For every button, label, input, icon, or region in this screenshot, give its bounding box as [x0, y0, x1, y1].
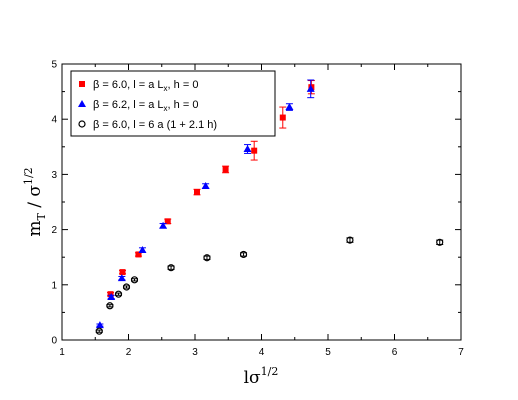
data-point [95, 321, 104, 329]
series-1 [95, 79, 315, 329]
x-axis-title-sup: 1/2 [261, 365, 279, 378]
data-point [193, 189, 200, 196]
y-axis-title-mid: / σ [25, 185, 45, 214]
data-point [130, 276, 139, 284]
data-point [279, 114, 286, 121]
data-point [106, 302, 114, 310]
data-point [167, 264, 175, 272]
y-tick-label: 3 [51, 170, 57, 181]
data-point [201, 181, 210, 189]
x-tick-label: 4 [259, 347, 265, 358]
series-2 [95, 236, 444, 335]
data-point [436, 238, 444, 246]
data-point [203, 254, 211, 262]
data-point [114, 290, 123, 298]
x-tick-label: 1 [59, 347, 65, 358]
data-point [122, 283, 131, 291]
x-tick-label: 2 [126, 347, 132, 358]
legend-label-2: β = 6.0, l = 6 a (1 + 2.1 h) [93, 119, 217, 131]
legend-symbol-2 [78, 120, 86, 128]
y-axis-title-sup: 1/2 [22, 167, 35, 185]
data-point [119, 269, 126, 276]
y-axis-title-sub: T [35, 213, 48, 221]
legend: β = 6.0, l = a Lx, h = 0 β = 6.2, l = a … [70, 70, 276, 137]
legend-label-0-sub: x [164, 84, 168, 93]
legend-symbol-1 [78, 100, 86, 107]
data-point [95, 327, 103, 335]
data-point [164, 218, 171, 225]
y-tick-label: 4 [51, 115, 57, 126]
data-point [135, 251, 142, 258]
x-axis-title-main: lσ [244, 368, 261, 388]
y-tick-label: 0 [51, 336, 57, 347]
x-tick-label: 5 [325, 347, 331, 358]
data-marks [95, 79, 444, 335]
y-tick-label: 5 [51, 60, 57, 71]
legend-symbol-0 [79, 81, 85, 87]
y-axis-title: mT / σ1/2 [22, 167, 48, 236]
y-tick-label: 2 [51, 225, 57, 236]
data-point [138, 246, 147, 254]
x-tick-label: 6 [392, 347, 398, 358]
data-point [159, 221, 168, 229]
legend-label-0: β = 6.0, l = a Lx, h = 0 [93, 79, 198, 93]
legend-symbols [78, 81, 86, 128]
legend-label-0-name: β = 6.0, l = a L [93, 79, 164, 91]
legend-box [70, 70, 276, 137]
legend-label-1-sub: x [164, 104, 168, 113]
y-axis-title-main: m [25, 221, 45, 237]
data-point [285, 103, 294, 111]
data-point [107, 292, 116, 300]
legend-label-0-tail: , h = 0 [168, 79, 199, 91]
y-tick-label: 1 [51, 280, 57, 291]
legend-label-1-tail: , h = 0 [168, 99, 199, 111]
data-point [243, 145, 252, 153]
data-point [346, 236, 354, 244]
data-point [306, 84, 315, 92]
data-point [239, 250, 248, 259]
data-point [222, 166, 229, 173]
x-tick-label: 7 [458, 347, 464, 358]
x-axis-title: lσ1/2 [244, 365, 279, 388]
legend-label-2-name: β = 6.0, l = 6 a (1 + 2.1 h) [93, 119, 217, 131]
x-tick-label: 3 [192, 347, 198, 358]
legend-label-1: β = 6.2, l = a Lx, h = 0 [93, 99, 198, 113]
data-point [117, 274, 126, 282]
legend-label-1-name: β = 6.2, l = a L [93, 99, 164, 111]
data-point [251, 147, 258, 154]
